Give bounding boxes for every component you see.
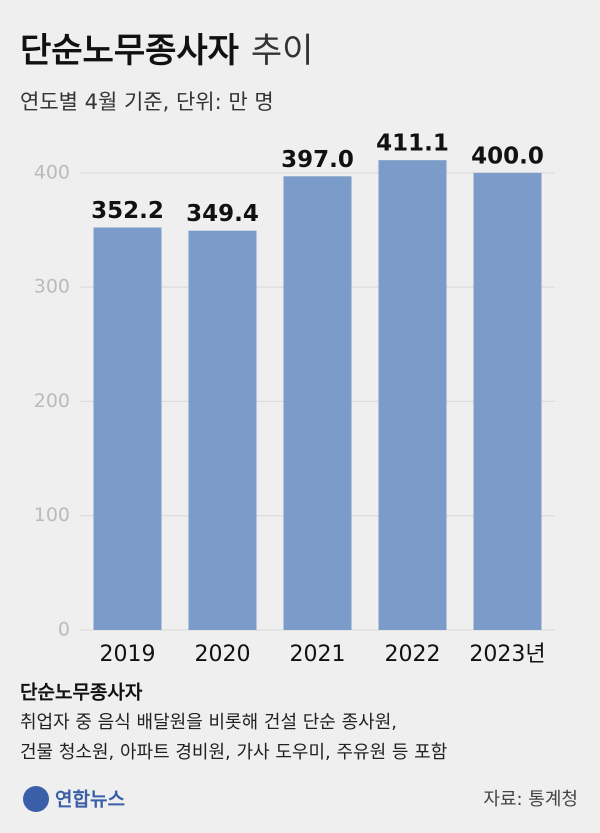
- value-label: 349.4: [186, 201, 259, 227]
- bar: [93, 227, 162, 630]
- y-tick-label: 100: [34, 504, 70, 526]
- y-tick-label: 0: [58, 619, 70, 641]
- title-suffix: 추이: [251, 31, 314, 71]
- bar: [188, 230, 257, 630]
- logo: 연합뉴스: [55, 789, 125, 811]
- x-tick-label: 2019: [100, 642, 156, 667]
- bar: [283, 176, 352, 631]
- x-tick-label: 2021: [290, 642, 346, 667]
- source: 자료: 통계청: [483, 789, 578, 810]
- chart-title: 단순노무종사자 추이: [20, 31, 313, 71]
- y-tick-label: 200: [34, 390, 70, 412]
- y-tick-label: 300: [34, 276, 70, 298]
- x-tick-label: 2023년: [469, 642, 545, 667]
- note-line: 건물 청소원, 아파트 경비원, 가사 도우미, 주유원 등 포함: [20, 742, 447, 763]
- bar: [378, 160, 447, 630]
- x-tick-label: 2022: [385, 642, 441, 667]
- y-tick-label: 400: [34, 161, 70, 183]
- value-label: 400.0: [471, 143, 544, 169]
- subtitle: 연도별 4월 기준, 단위: 만 명: [20, 90, 274, 114]
- note-line: 취업자 중 음식 배달원을 비롯해 건설 단순 종사원,: [20, 712, 397, 733]
- title-main: 단순노무종사자: [20, 31, 239, 71]
- logo-icon: [23, 786, 49, 812]
- value-label: 397.0: [281, 147, 354, 173]
- value-label: 411.1: [376, 131, 449, 157]
- x-tick-label: 2020: [195, 642, 251, 667]
- note-heading: 단순노무종사자: [20, 682, 143, 704]
- value-label: 352.2: [91, 198, 164, 224]
- bar: [473, 172, 542, 630]
